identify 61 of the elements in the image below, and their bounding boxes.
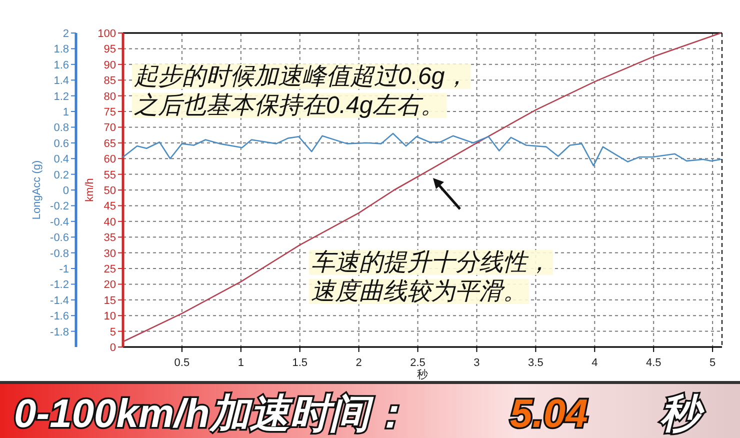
x-tick-label: 5 xyxy=(710,357,716,369)
y2-axis-title: LongAcc (g) xyxy=(31,160,43,220)
x-tick-label: 4 xyxy=(592,357,598,369)
y2-tick-label: 0 xyxy=(62,185,69,197)
y2-tick-label: -1 xyxy=(59,264,69,276)
y-tick-label: 40 xyxy=(104,216,116,228)
y2-tick-label: 0.4 xyxy=(54,154,69,166)
x-tick-label: 0.5 xyxy=(174,357,190,369)
y2-tick-label: 1 xyxy=(62,106,69,118)
y-tick-label: 30 xyxy=(104,248,116,260)
x-tick-label: 4.5 xyxy=(646,357,662,369)
y2-tick-label: -0.6 xyxy=(50,232,69,244)
text: 秒 xyxy=(660,392,705,436)
x-tick-label: 2 xyxy=(356,357,362,369)
y-tick-label: 75 xyxy=(104,106,116,118)
y-axis-title: km/h xyxy=(84,178,96,202)
x-tick-label: 3.5 xyxy=(528,357,544,369)
text: 5.04 xyxy=(510,392,588,436)
y-tick-label: 65 xyxy=(104,138,116,150)
annotation: 车速的提升十分线性， xyxy=(311,249,551,276)
y2-tick-label: 2 xyxy=(62,28,69,40)
text: 0-100km/h加速时间： xyxy=(14,392,410,436)
y2-tick-label: 1.6 xyxy=(54,59,69,72)
y-tick-label: 25 xyxy=(104,264,116,276)
y-tick-label: 0 xyxy=(110,342,116,354)
y2-tick-label: -0.4 xyxy=(50,216,69,228)
y-tick-label: 50 xyxy=(104,185,116,197)
y-tick-label: 15 xyxy=(104,294,116,307)
y2-tick-label: 1.2 xyxy=(54,90,69,103)
y-tick-label: 95 xyxy=(104,44,116,56)
y-tick-label: 90 xyxy=(104,59,116,72)
y2-tick-label: -1.4 xyxy=(50,294,69,307)
y-tick-label: 55 xyxy=(104,169,116,182)
x-axis-title: 秒 xyxy=(417,369,428,381)
y-tick-label: 100 xyxy=(98,28,116,40)
y2-tick-label: -1.6 xyxy=(50,310,69,323)
y-tick-label: 70 xyxy=(104,122,116,134)
y2-tick-label: 1.4 xyxy=(54,75,69,88)
y2-tick-label: 0.8 xyxy=(54,122,69,134)
y-tick-label: 20 xyxy=(104,279,116,292)
annotation: 之后也基本保持在0.4g左右。 xyxy=(134,92,445,119)
y-tick-label: 10 xyxy=(104,310,116,323)
y2-tick-label: 0.2 xyxy=(54,169,69,182)
y2-tick-label: -1.8 xyxy=(50,326,69,338)
x-tick-label: 3 xyxy=(474,357,480,369)
y2-tick-label: 0.6 xyxy=(54,138,69,150)
y-tick-label: 80 xyxy=(104,90,116,103)
y-tick-label: 60 xyxy=(104,154,116,166)
x-tick-label: 1 xyxy=(238,357,244,369)
y2-tick-label: -0.2 xyxy=(50,200,69,213)
x-tick-label: 1.5 xyxy=(292,357,308,369)
y-tick-label: 45 xyxy=(104,200,116,213)
annotation: 起步的时候加速峰值超过0.6g， xyxy=(134,63,469,90)
y-tick-label: 5 xyxy=(110,326,116,338)
x-tick-label: 2.5 xyxy=(410,357,426,369)
annotation: 速度曲线较为平滑。 xyxy=(311,278,527,305)
y-tick-label: 85 xyxy=(104,75,116,88)
y2-tick-label: -1.2 xyxy=(50,279,69,292)
y2-tick-label: 1.8 xyxy=(54,44,69,56)
y-tick-label: 35 xyxy=(104,232,116,244)
y2-tick-label: -0.8 xyxy=(50,248,69,260)
